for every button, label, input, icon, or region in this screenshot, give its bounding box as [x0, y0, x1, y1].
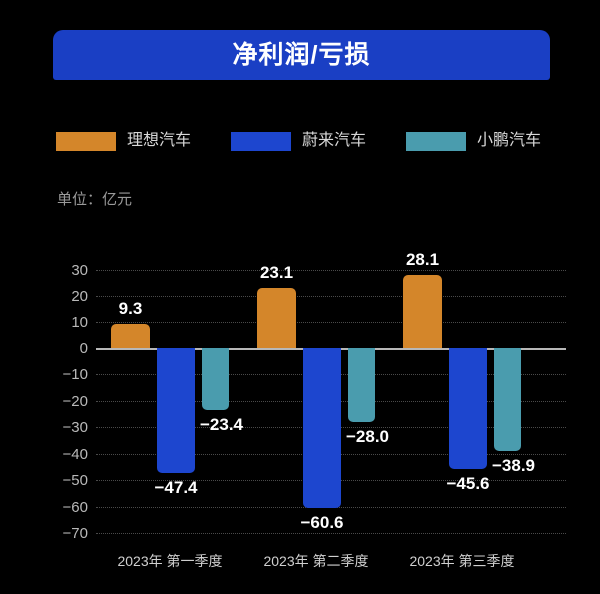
bar-小鹏汽车-2023年 第二季度[interactable] — [348, 348, 375, 422]
y-axis-tick-label: −70 — [62, 525, 88, 542]
bar-小鹏汽车-2023年 第三季度[interactable] — [494, 348, 521, 451]
legend-swatch-icon — [231, 131, 291, 151]
y-axis-tick-label: −30 — [62, 419, 88, 437]
bar-value-label: 9.3 — [118, 298, 143, 318]
gridline — [96, 533, 566, 534]
legend-item-3[interactable]: 小鹏汽车 — [406, 128, 541, 154]
bar-蔚来汽车-2023年 第一季度[interactable] — [157, 348, 195, 474]
bar-value-label: −23.4 — [199, 414, 243, 434]
bar-蔚来汽车-2023年 第二季度[interactable] — [303, 348, 341, 509]
unit-note: 单位：亿元 — [57, 191, 133, 208]
legend-item-label: 蔚来汽车 — [302, 132, 367, 149]
bar-value-label: −47.4 — [154, 478, 198, 498]
bar-理想汽车-2023年 第三季度[interactable] — [403, 274, 442, 348]
legend-swatch-icon — [406, 131, 466, 151]
bar-理想汽车-2023年 第一季度[interactable] — [111, 323, 150, 348]
legend-item-2[interactable]: 蔚来汽车 — [231, 128, 366, 154]
gridline — [96, 322, 566, 323]
y-axis-tick-label: 0 — [79, 340, 88, 357]
bar-小鹏汽车-2023年 第一季度[interactable] — [202, 348, 229, 410]
legend-item-1[interactable]: 理想汽车 — [56, 128, 191, 154]
chart-legend: 理想汽车 蔚来汽车 小鹏汽车 — [56, 128, 566, 154]
y-axis-tick-label: −60 — [62, 498, 88, 516]
bar-value-label: 23.1 — [259, 262, 294, 282]
gridline — [96, 296, 566, 297]
legend-item-label: 小鹏汽车 — [477, 132, 542, 149]
y-axis-tick-label: −10 — [62, 366, 88, 384]
x-axis-category-label: 2023年 第二季度 — [263, 553, 369, 569]
x-axis-category-label: 2023年 第三季度 — [409, 553, 515, 569]
y-axis-tick-label: 20 — [71, 288, 88, 305]
bar-value-label: −60.6 — [300, 513, 344, 533]
y-axis-tick-label: 10 — [71, 314, 88, 331]
bar-value-label: −28.0 — [345, 427, 389, 446]
legend-swatch-icon — [56, 131, 116, 151]
bar-value-label: −38.9 — [491, 455, 535, 475]
bar-value-label: 28.1 — [405, 249, 440, 269]
x-axis-category-label: 2023年 第一季度 — [117, 553, 223, 569]
bar-蔚来汽车-2023年 第三季度[interactable] — [449, 348, 487, 469]
y-axis-tick-label: −50 — [62, 472, 88, 490]
bar-理想汽车-2023年 第二季度[interactable] — [257, 287, 296, 348]
y-axis-tick-label: −40 — [62, 445, 88, 463]
y-axis-tick-label: −20 — [62, 392, 88, 410]
legend-item-label: 理想汽车 — [127, 132, 192, 149]
bar-value-label: −45.6 — [446, 473, 490, 493]
gridline — [96, 270, 566, 271]
chart-title-banner: 净利润/亏损 — [53, 30, 550, 80]
page-title: 净利润/亏损 — [232, 40, 371, 69]
y-axis-tick-label: 30 — [71, 262, 88, 279]
